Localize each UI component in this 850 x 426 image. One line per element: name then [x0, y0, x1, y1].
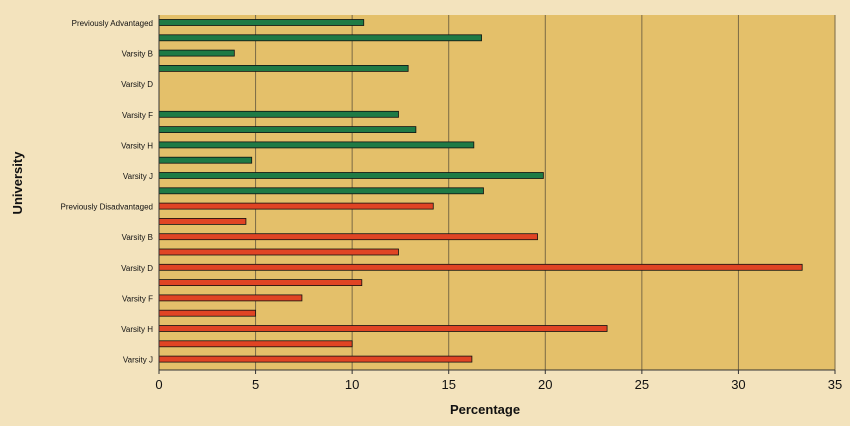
x-tick-label: 0: [155, 377, 162, 392]
y-tick-label: Varsity D: [121, 264, 153, 273]
y-tick-label: Varsity J: [123, 172, 153, 181]
bar-disadvantaged: [158, 263, 803, 271]
y-tick-labels: Previously Advantaged Varsity B Varsity D V…: [61, 19, 154, 365]
bar-disadvantaged: [158, 325, 608, 332]
bar-advantaged: [158, 49, 235, 57]
x-tick-label: 10: [345, 377, 359, 392]
bars: [158, 19, 803, 363]
x-axis-title: Percentage: [450, 402, 520, 417]
x-tick-label: 35: [828, 377, 842, 392]
y-tick-label: Varsity J: [123, 356, 153, 365]
bar-disadvantaged: [158, 202, 434, 210]
y-tick-label: Previously Advantaged: [72, 19, 153, 28]
bar-advantaged: [158, 187, 484, 195]
bar-disadvantaged: [158, 233, 538, 241]
x-tick-label: 25: [635, 377, 649, 392]
bar-disadvantaged: [158, 309, 256, 317]
y-tick-label: Varsity B: [122, 233, 153, 242]
bar-disadvantaged: [158, 294, 303, 302]
y-tick-label: Varsity F: [122, 111, 153, 120]
bar-advantaged: [158, 110, 399, 118]
bar-disadvantaged: [158, 355, 473, 363]
bar-disadvantaged: [158, 340, 353, 348]
bar-disadvantaged: [158, 248, 399, 256]
x-tick-label: 30: [731, 377, 745, 392]
y-tick-label: Varsity H: [121, 141, 153, 150]
bar-advantaged: [158, 172, 544, 179]
x-tick-label: 5: [252, 377, 259, 392]
y-axis-title: University: [10, 151, 25, 215]
x-tick-label: 20: [538, 377, 552, 392]
bar-disadvantaged: [158, 279, 363, 287]
y-tick-label: Previously Disadvantaged: [61, 203, 154, 212]
bar-advantaged: [158, 126, 417, 133]
x-tick-label: 15: [441, 377, 455, 392]
bar-advantaged: [158, 19, 365, 26]
bar-disadvantaged: [158, 217, 247, 225]
y-tick-label: Varsity H: [121, 325, 153, 334]
y-tick-label: Varsity B: [122, 50, 153, 59]
bar-advantaged: [158, 65, 409, 72]
bar-advantaged: [158, 34, 482, 42]
x-tick-labels: 0 5 10 15 20 25 30 35: [155, 370, 842, 392]
bar-advantaged: [158, 141, 475, 149]
y-tick-label: Varsity D: [121, 80, 153, 89]
y-tick-label: Varsity F: [122, 294, 153, 303]
bar-advantaged: [158, 156, 253, 164]
